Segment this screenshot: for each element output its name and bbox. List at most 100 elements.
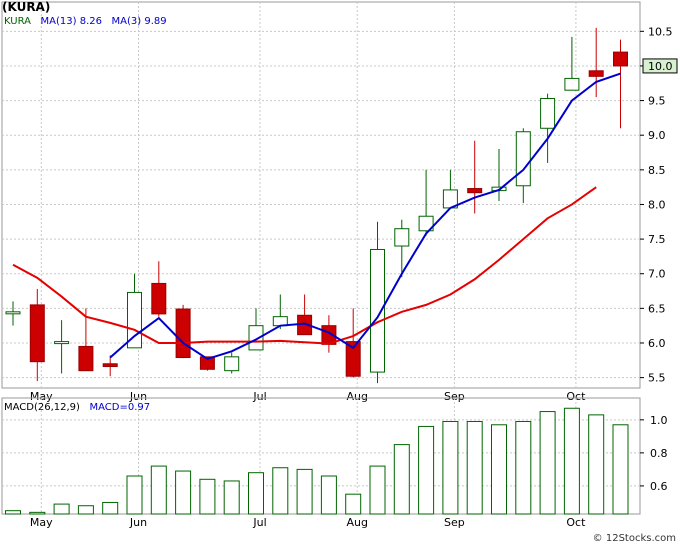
price-tick-label: 7.5 — [648, 233, 666, 246]
candle-body — [199, 356, 215, 370]
candle — [321, 315, 337, 353]
candle-body — [515, 131, 531, 187]
candle — [467, 140, 483, 214]
macd-bar — [345, 493, 362, 515]
candle — [29, 288, 45, 382]
candle-body — [248, 325, 264, 351]
macd-bar — [77, 505, 94, 515]
macd-bar — [248, 472, 264, 515]
legend-ma3-label: MA(3) — [111, 16, 142, 27]
price-tick-label: 6.0 — [648, 337, 666, 350]
candle — [5, 301, 21, 326]
candle — [102, 355, 118, 377]
candle — [272, 294, 288, 330]
legend-ma13-label: MA(13) — [40, 16, 77, 27]
macd-bar — [126, 475, 143, 515]
macd-bar — [199, 478, 216, 515]
macd-legend: MACD(26,12,9) MACD=0.97 — [4, 402, 150, 413]
price-tick-label: 9.0 — [648, 129, 666, 142]
month-label: Aug — [346, 516, 367, 529]
candle — [540, 93, 556, 163]
candle-body — [5, 311, 21, 315]
ma3-line — [109, 72, 621, 361]
candle-body — [151, 282, 167, 315]
candle-body — [418, 215, 434, 232]
last-price-box — [642, 58, 678, 74]
legend-ticker: KURA — [4, 16, 31, 27]
macd-bar — [418, 425, 435, 515]
candle — [418, 169, 434, 236]
macd-bar — [466, 420, 483, 515]
macd-bar — [223, 480, 240, 515]
macd-bar — [53, 503, 70, 515]
candle — [54, 320, 70, 374]
macd-bar — [563, 407, 580, 515]
month-label: Oct — [566, 390, 586, 403]
legend-ma3-value: 9.89 — [144, 16, 167, 27]
candle-body — [78, 345, 94, 372]
month-label: Jun — [129, 516, 147, 529]
month-label: Oct — [566, 516, 586, 529]
month-label: Sep — [444, 516, 465, 529]
candle-body — [29, 304, 45, 363]
macd-bar — [588, 414, 605, 515]
candle-body — [613, 51, 628, 67]
macd-bar — [491, 424, 507, 515]
legend-macd-label: MACD(26,12,9) — [4, 402, 80, 413]
candle-body — [540, 97, 556, 129]
month-label: May — [30, 390, 53, 403]
candle — [151, 261, 167, 317]
candle-body — [175, 308, 191, 359]
month-label: Jul — [252, 516, 266, 529]
macd-tick-label: 1.0 — [650, 414, 668, 427]
last-price-label: 10.0 — [648, 60, 673, 73]
candle — [515, 128, 531, 204]
candle — [199, 356, 215, 371]
macd-bar — [175, 470, 192, 515]
candle-body — [564, 77, 580, 91]
price-tick-label: 6.5 — [648, 302, 666, 315]
macd-tick-label: 0.8 — [650, 447, 668, 460]
macd-bar — [102, 501, 119, 515]
legend-ma13-value: 8.26 — [79, 16, 102, 27]
month-label: Jun — [129, 390, 147, 403]
price-tick-label: 8.0 — [648, 198, 666, 211]
price-tick-label: 7.0 — [648, 268, 666, 281]
macd-bar — [442, 420, 459, 515]
candle — [442, 169, 458, 209]
month-label: Jul — [252, 390, 266, 403]
candle-body — [345, 341, 361, 377]
macd-tick-label: 0.6 — [650, 480, 668, 493]
macd-bar — [320, 475, 337, 515]
price-tick-label: 5.5 — [648, 372, 666, 385]
macd-bar — [612, 424, 629, 515]
candle-body — [224, 356, 240, 372]
site-credit: © 12Stocks.com — [592, 533, 676, 544]
price-plot-frame — [1, 1, 641, 389]
macd-bar — [369, 465, 386, 515]
chart-title: (KURA) — [2, 0, 51, 14]
macd-bar — [296, 468, 313, 515]
month-label: May — [30, 516, 53, 529]
legend-macd-value: MACD=0.97 — [89, 402, 151, 413]
price-panel: 5.5 6.0 6.5 7.0 7.5 8.0 8.5 9.0 9.5 10.0 10.5 May Ju… — [1, 1, 678, 403]
candle-body — [102, 363, 118, 368]
macd-bar — [272, 467, 289, 515]
candle — [491, 149, 507, 201]
macd-panel: 0.6 0.8 1.0 May Jun Jul Aug Sep Oct — [1, 397, 668, 529]
candle — [564, 36, 580, 91]
price-legend: KURA MA(13) 8.26 MA(3) 9.89 — [4, 16, 167, 27]
month-label: Aug — [346, 390, 367, 403]
candle — [370, 221, 385, 384]
candle — [588, 27, 604, 98]
macd-bar — [150, 465, 167, 515]
candle — [224, 352, 240, 374]
candle — [175, 304, 191, 359]
month-label: Sep — [444, 390, 465, 403]
candle-body — [54, 341, 70, 345]
macd-bar — [515, 420, 532, 515]
macd-bar — [393, 444, 410, 515]
candle — [613, 39, 628, 129]
candle-body — [370, 248, 385, 373]
